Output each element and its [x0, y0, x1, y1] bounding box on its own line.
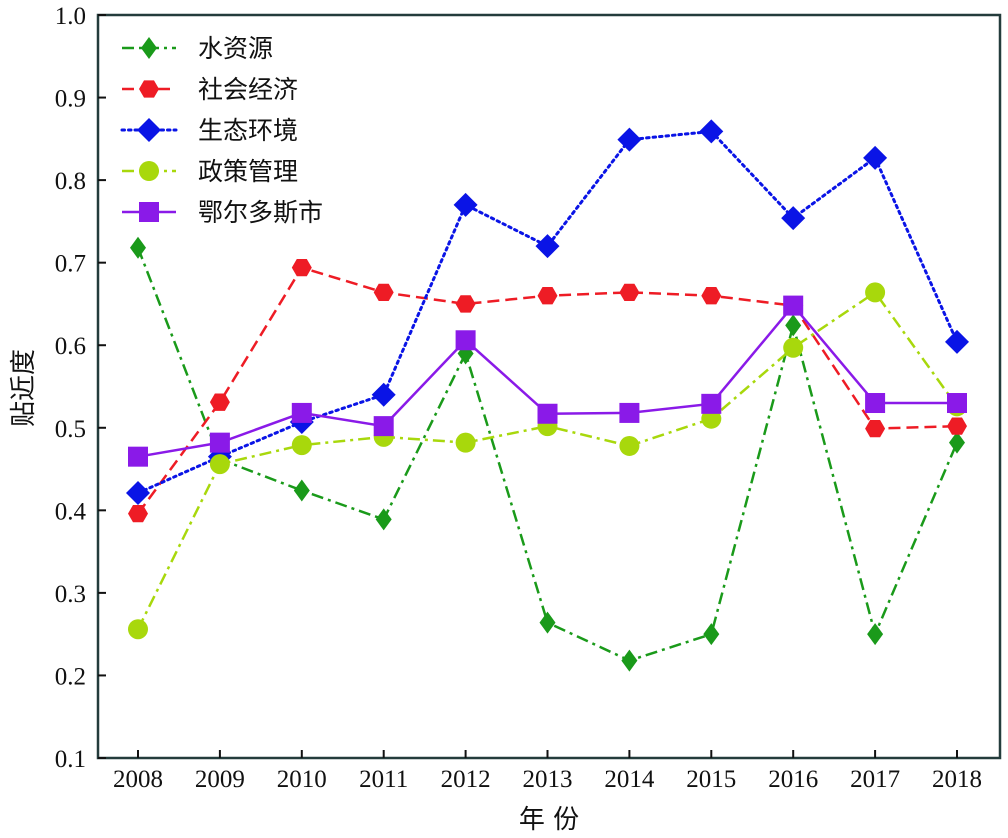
legend-marker-icon — [137, 118, 161, 142]
series-path — [136, 266, 958, 515]
data-point-marker — [617, 127, 642, 152]
data-point-marker — [455, 330, 476, 351]
data-point-marker — [539, 611, 556, 634]
legend-label: 水资源 — [198, 34, 273, 63]
y-tick-label: 0.6 — [55, 333, 86, 360]
series-line — [128, 258, 967, 523]
data-point-marker — [699, 119, 724, 144]
x-tick-label: 2017 — [850, 766, 900, 793]
data-point-marker — [375, 508, 392, 531]
legend-item: 水资源 — [122, 34, 273, 63]
data-point-marker — [949, 431, 965, 454]
x-tick-label: 2014 — [604, 766, 655, 793]
data-point-marker — [619, 435, 640, 456]
y-tick-label: 0.9 — [55, 86, 86, 113]
x-tick-label: 2009 — [195, 766, 245, 793]
y-tick-label: 0.5 — [55, 416, 86, 443]
data-point-marker — [781, 206, 806, 231]
legend-item: 社会经济 — [122, 75, 298, 104]
data-point-marker — [783, 337, 804, 358]
legend-marker-icon — [139, 202, 159, 222]
data-point-marker — [293, 479, 310, 502]
data-point-marker — [537, 287, 558, 305]
x-axis: 2008 2009 2010 2011 2012 2013 2014 2015 2016 2017… — [113, 750, 982, 793]
legend-marker-icon — [139, 80, 159, 98]
x-tick-label: 2012 — [441, 766, 491, 793]
data-point-marker — [128, 619, 148, 640]
data-point-marker — [209, 454, 230, 475]
data-point-marker — [130, 236, 146, 259]
data-point-marker — [371, 382, 396, 407]
series-line — [128, 295, 967, 467]
data-point-marker — [867, 623, 884, 646]
legend-label: 政策管理 — [198, 157, 298, 186]
y-tick-label: 0.4 — [55, 498, 87, 525]
data-point-marker — [373, 283, 394, 302]
data-point-marker — [291, 435, 312, 456]
x-tick-label: 2011 — [359, 766, 408, 793]
x-tick-label: 2008 — [113, 766, 163, 793]
legend-item: 生态环境 — [120, 116, 298, 145]
y-axis-title: 贴近度 — [9, 349, 39, 427]
data-point-marker — [537, 403, 558, 424]
x-tick-label: 2016 — [768, 766, 818, 793]
data-point-marker — [865, 282, 886, 303]
data-point-marker — [863, 145, 888, 170]
data-point-marker — [947, 393, 967, 414]
legend-item: 政策管理 — [122, 157, 298, 186]
data-point-marker — [947, 417, 967, 435]
data-point-marker — [865, 419, 886, 438]
y-axis: 0.1 0.2 0.3 0.4 0.5 0.6 0.7 0.8 0.9 1.0 — [55, 3, 106, 773]
data-point-marker — [701, 393, 722, 414]
x-tick-label: 2010 — [277, 766, 327, 793]
data-point-marker — [785, 314, 802, 337]
data-point-marker — [455, 295, 476, 313]
legend-item: 鄂尔多斯市 — [122, 198, 323, 227]
y-tick-label: 0.7 — [55, 251, 86, 278]
data-point-marker — [535, 234, 560, 259]
data-point-marker — [865, 393, 886, 414]
data-point-marker — [453, 192, 478, 217]
legend-label: 生态环境 — [198, 116, 298, 145]
series-path — [136, 129, 959, 495]
legend-label: 社会经济 — [198, 75, 298, 104]
data-point-marker — [126, 480, 150, 505]
data-point-marker — [621, 649, 638, 672]
series-layer — [126, 119, 969, 672]
data-point-marker — [701, 287, 722, 305]
legend-marker-icon — [141, 37, 157, 59]
data-point-marker — [619, 402, 640, 423]
data-point-marker — [209, 393, 230, 411]
data-point-marker — [619, 283, 640, 302]
series-path — [136, 290, 959, 630]
data-point-marker — [291, 258, 312, 277]
x-tick-label: 2013 — [523, 766, 573, 793]
y-tick-label: 1.0 — [55, 3, 86, 30]
data-point-marker — [945, 329, 969, 354]
y-tick-label: 0.1 — [55, 746, 86, 773]
x-tick-label: 2018 — [932, 766, 982, 793]
legend-label: 鄂尔多斯市 — [198, 198, 323, 227]
series-line — [128, 282, 967, 640]
legend-marker-icon — [139, 161, 159, 181]
y-tick-label: 0.2 — [55, 663, 86, 690]
data-point-marker — [783, 295, 804, 316]
y-tick-label: 0.3 — [55, 581, 86, 608]
plot-frame — [96, 13, 1002, 760]
data-point-marker — [209, 432, 230, 453]
data-point-marker — [455, 432, 476, 453]
data-point-marker — [291, 402, 312, 423]
data-point-marker — [703, 623, 720, 646]
data-point-marker — [373, 416, 394, 437]
x-tick-label: 2015 — [686, 766, 736, 793]
data-point-marker — [128, 504, 148, 523]
x-axis-title: 年 份 — [519, 805, 579, 835]
y-tick-label: 0.8 — [55, 168, 86, 195]
data-point-marker — [128, 446, 148, 467]
